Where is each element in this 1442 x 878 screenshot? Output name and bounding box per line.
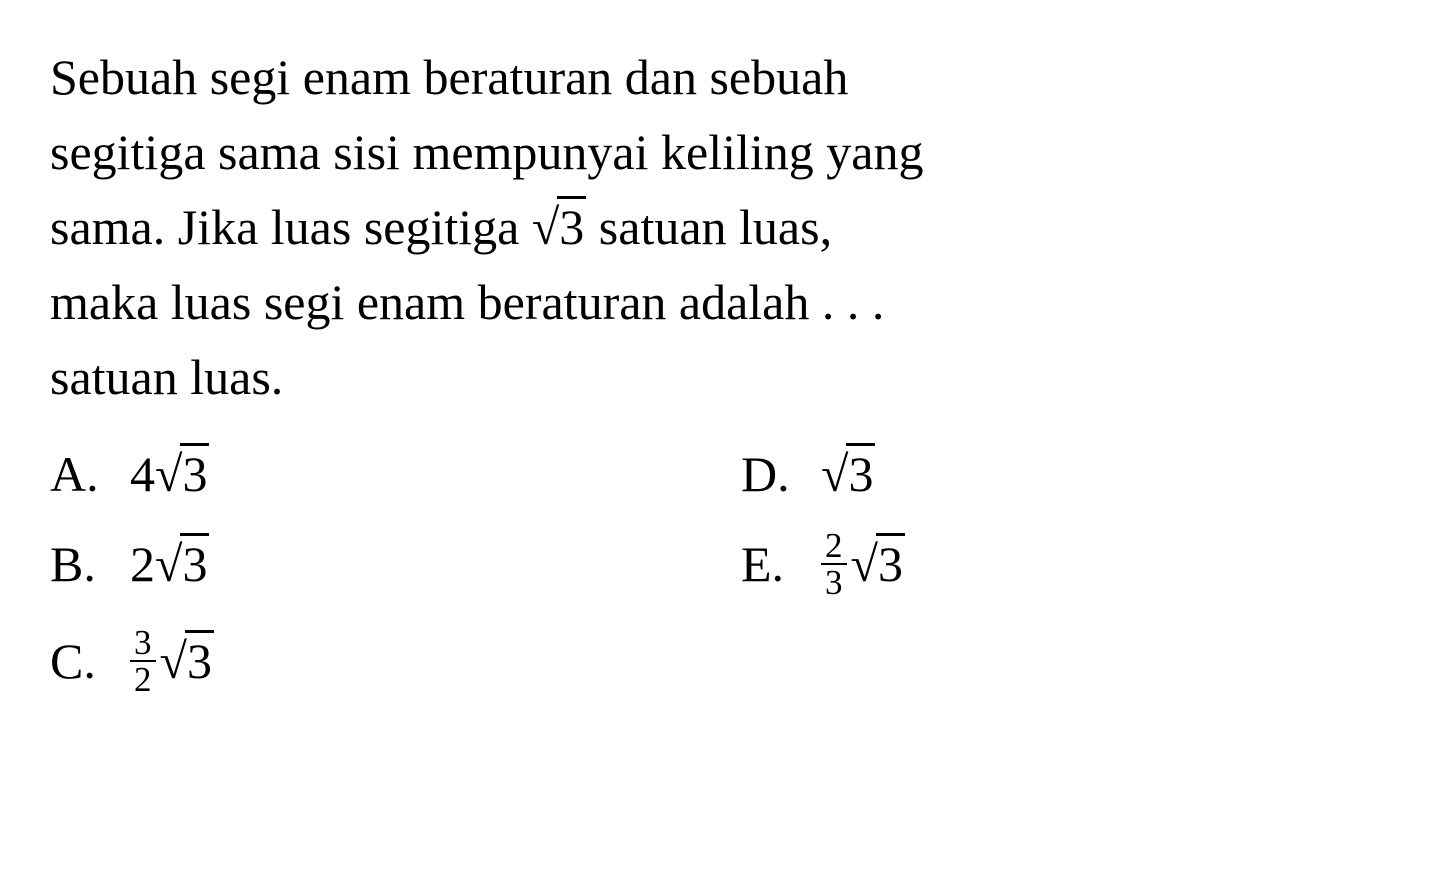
sqrt-c: √3 bbox=[160, 632, 214, 690]
question-line5: satuan luas. bbox=[50, 349, 283, 405]
option-c-num: 3 bbox=[130, 625, 156, 662]
sqrt-sign-icon: √ bbox=[155, 446, 182, 502]
option-d: D. √3 bbox=[741, 445, 1392, 503]
option-e-value: 2 3 √3 bbox=[821, 528, 905, 600]
sqrt-value: 3 bbox=[557, 196, 586, 255]
option-c-value: 3 2 √3 bbox=[130, 625, 214, 697]
option-a: A. 4√3 bbox=[50, 445, 701, 503]
sqrt-sign-icon: √ bbox=[821, 446, 848, 502]
sqrt-b-value: 3 bbox=[180, 533, 209, 592]
option-e-label: E. bbox=[741, 535, 821, 593]
option-c-den: 2 bbox=[130, 662, 156, 697]
sqrt-b: √3 bbox=[155, 535, 209, 593]
question-text: Sebuah segi enam beraturan dan sebuah se… bbox=[50, 40, 1392, 415]
option-c-label: C. bbox=[50, 632, 130, 690]
option-d-value: √3 bbox=[821, 445, 875, 503]
sqrt-e: √3 bbox=[851, 535, 905, 593]
sqrt-e-value: 3 bbox=[876, 533, 905, 592]
question-line2: segitiga sama sisi mempunyai keliling ya… bbox=[50, 124, 923, 180]
question-line4: maka luas segi enam beraturan adalah . .… bbox=[50, 274, 884, 330]
option-b-value: 2√3 bbox=[130, 535, 209, 593]
question-line3-after: satuan luas, bbox=[586, 199, 832, 255]
option-e-fraction: 2 3 bbox=[821, 528, 847, 600]
sqrt-sign-icon: √ bbox=[532, 199, 559, 255]
sqrt-sign-icon: √ bbox=[155, 536, 182, 592]
option-c: C. 3 2 √3 bbox=[50, 625, 701, 697]
option-e-den: 3 bbox=[821, 565, 847, 600]
option-e: E. 2 3 √3 bbox=[741, 528, 1392, 600]
option-b: B. 2√3 bbox=[50, 528, 701, 600]
sqrt-sign-icon: √ bbox=[851, 536, 878, 592]
option-b-coeff: 2 bbox=[130, 535, 155, 593]
option-a-label: A. bbox=[50, 445, 130, 503]
sqrt-d-value: 3 bbox=[846, 443, 875, 502]
question-line1: Sebuah segi enam beraturan dan sebuah bbox=[50, 49, 848, 105]
sqrt-d: √3 bbox=[821, 445, 875, 503]
sqrt-a-value: 3 bbox=[180, 443, 209, 502]
sqrt-inline: √3 bbox=[532, 190, 586, 265]
sqrt-c-value: 3 bbox=[185, 630, 214, 689]
option-a-coeff: 4 bbox=[130, 445, 155, 503]
option-c-fraction: 3 2 bbox=[130, 625, 156, 697]
option-a-value: 4√3 bbox=[130, 445, 209, 503]
sqrt-a: √3 bbox=[155, 445, 209, 503]
option-b-label: B. bbox=[50, 535, 130, 593]
sqrt-sign-icon: √ bbox=[160, 633, 187, 689]
option-e-num: 2 bbox=[821, 528, 847, 565]
option-d-label: D. bbox=[741, 445, 821, 503]
question-line3-before: sama. Jika luas segitiga bbox=[50, 199, 532, 255]
options-grid: A. 4√3 D. √3 B. 2√3 E. 2 3 √3 C. 3 2 bbox=[50, 445, 1392, 697]
